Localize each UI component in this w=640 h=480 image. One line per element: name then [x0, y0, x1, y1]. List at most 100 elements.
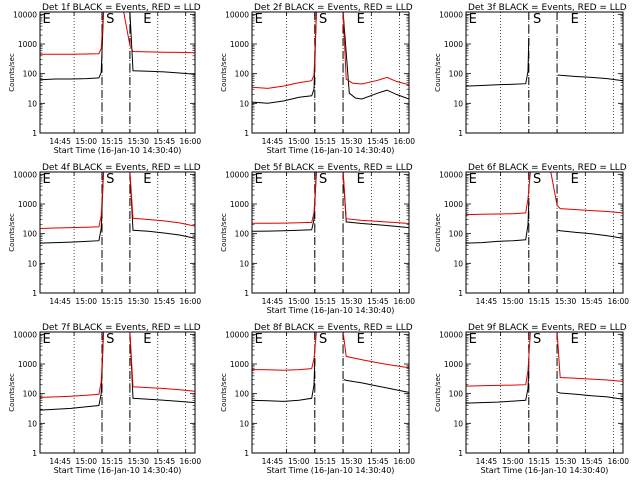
- x-axis-label: Start Time (16-Jan-10 14:30:40): [54, 466, 182, 475]
- y-tick-label: 1: [244, 449, 249, 458]
- interval-marker-e: E: [255, 172, 263, 187]
- y-tick-label: 10: [453, 259, 463, 268]
- y-tick-label: 1: [32, 449, 37, 458]
- x-tick-label: 15:45: [367, 137, 389, 146]
- x-tick-label: 16:00: [393, 457, 415, 466]
- lld-series-line: [40, 332, 195, 398]
- plot-frame: [251, 11, 410, 134]
- x-tick-label: 15:45: [153, 457, 175, 466]
- y-tick-label: 1: [458, 289, 463, 298]
- panel-title: Det 1f BLACK = Events, RED = LLD: [42, 3, 201, 13]
- plot-area: [40, 172, 195, 244]
- y-tick-label: 10: [27, 259, 37, 268]
- panel-title: Det 3f BLACK = Events, RED = LLD: [468, 3, 627, 13]
- plot-area: [252, 12, 409, 104]
- panel-title: Det 2f BLACK = Events, RED = LLD: [254, 3, 413, 13]
- y-tick-label: 100: [23, 230, 38, 239]
- y-axis-label: Counts/sec: [220, 373, 228, 412]
- events-series-line: [466, 365, 623, 404]
- interval-marker-s: S: [533, 12, 541, 27]
- y-tick-label: 1: [244, 129, 249, 138]
- x-tick-label: 14:45: [476, 297, 498, 306]
- x-axis-label: Start Time (16-Jan-10 14:30:40): [267, 146, 395, 155]
- y-tick-label: 10000: [13, 10, 37, 19]
- panel-title: Det 5f BLACK = Events, RED = LLD: [254, 163, 413, 173]
- detector-panel-5: Det 5f BLACK = Events, RED = LLD Counts/s…: [220, 163, 415, 315]
- plot-frame: [39, 11, 196, 134]
- y-tick-label: 10: [239, 259, 249, 268]
- y-tick-label: 1: [458, 129, 463, 138]
- events-series-line: [252, 172, 409, 232]
- y-tick-label: 10000: [225, 330, 249, 339]
- plot-area: [466, 332, 623, 404]
- events-series-line: [466, 37, 623, 87]
- x-axis-label: Start Time (16-Jan-10 14:30:40): [481, 466, 609, 475]
- interval-marker-e: E: [143, 172, 151, 187]
- x-axis-label: Start Time (16-Jan-10 14:30:40): [267, 306, 395, 315]
- interval-marker-e: E: [255, 12, 263, 27]
- interval-marker-e: E: [469, 12, 477, 27]
- interval-marker-e: E: [255, 332, 263, 347]
- y-tick-label: 10: [239, 419, 249, 428]
- lld-series-line: [40, 172, 195, 229]
- x-tick-label: 16:00: [180, 297, 202, 306]
- y-axis-label: Counts/sec: [434, 213, 442, 252]
- interval-marker-e: E: [143, 332, 151, 347]
- events-series-line: [40, 332, 195, 411]
- y-tick-label: 1000: [18, 40, 37, 49]
- x-tick-label: 15:15: [314, 297, 336, 306]
- y-tick-label: 10: [453, 419, 463, 428]
- y-tick-label: 100: [235, 390, 250, 399]
- x-tick-label: 15:15: [101, 457, 123, 466]
- x-tick-label: 15:15: [528, 297, 550, 306]
- x-tick-label: 14:45: [49, 137, 71, 146]
- y-tick-label: 1: [32, 129, 37, 138]
- x-tick-label: 14:45: [262, 457, 284, 466]
- x-tick-label: 15:45: [367, 297, 389, 306]
- plot-area: [466, 37, 623, 87]
- y-tick-label: 100: [23, 390, 38, 399]
- panel-title: Det 4f BLACK = Events, RED = LLD: [42, 163, 201, 173]
- lld-series-line: [252, 12, 409, 89]
- x-tick-label: 16:00: [393, 297, 415, 306]
- detector-panel-1: Det 1f BLACK = Events, RED = LLD Counts/s…: [8, 3, 201, 155]
- x-tick-label: 15:30: [555, 457, 577, 466]
- y-tick-label: 10000: [225, 10, 249, 19]
- interval-marker-e: E: [357, 332, 365, 347]
- x-tick-label: 15:30: [341, 297, 363, 306]
- plot-frame: [39, 331, 196, 454]
- x-tick-label: 15:45: [153, 297, 175, 306]
- detector-panel-4: Det 4f BLACK = Events, RED = LLD Counts/s…: [8, 163, 201, 306]
- x-tick-label: 15:00: [502, 297, 524, 306]
- lld-series-line: [40, 12, 195, 55]
- x-tick-label: 14:45: [49, 457, 71, 466]
- x-tick-label: 15:45: [153, 137, 175, 146]
- panel-title: Det 7f BLACK = Events, RED = LLD: [42, 323, 201, 333]
- x-tick-label: 15:00: [75, 457, 97, 466]
- y-tick-label: 1000: [18, 360, 37, 369]
- y-axis-label: Counts/sec: [434, 53, 442, 92]
- interval-marker-s: S: [533, 332, 541, 347]
- y-tick-label: 100: [449, 230, 464, 239]
- y-tick-label: 10000: [439, 10, 463, 19]
- x-tick-label: 16:00: [180, 137, 202, 146]
- interval-marker-s: S: [106, 332, 114, 347]
- plot-frame: [39, 171, 196, 294]
- x-tick-label: 15:15: [101, 137, 123, 146]
- x-tick-label: 15:45: [367, 457, 389, 466]
- x-tick-label: 15:15: [314, 137, 336, 146]
- x-tick-label: 16:00: [607, 297, 629, 306]
- y-axis-label: Counts/sec: [220, 53, 228, 92]
- x-tick-label: 15:00: [288, 457, 310, 466]
- y-tick-label: 100: [235, 70, 250, 79]
- x-tick-label: 16:00: [607, 457, 629, 466]
- x-tick-label: 15:00: [75, 137, 97, 146]
- detector-panel-9: Det 9f BLACK = Events, RED = LLD Counts/s…: [434, 323, 629, 475]
- plot-frame: [465, 331, 624, 454]
- events-series-line: [252, 358, 409, 402]
- y-tick-label: 1000: [230, 40, 249, 49]
- y-tick-label: 10: [453, 99, 463, 108]
- plot-frame: [251, 331, 410, 454]
- y-tick-label: 1: [458, 449, 463, 458]
